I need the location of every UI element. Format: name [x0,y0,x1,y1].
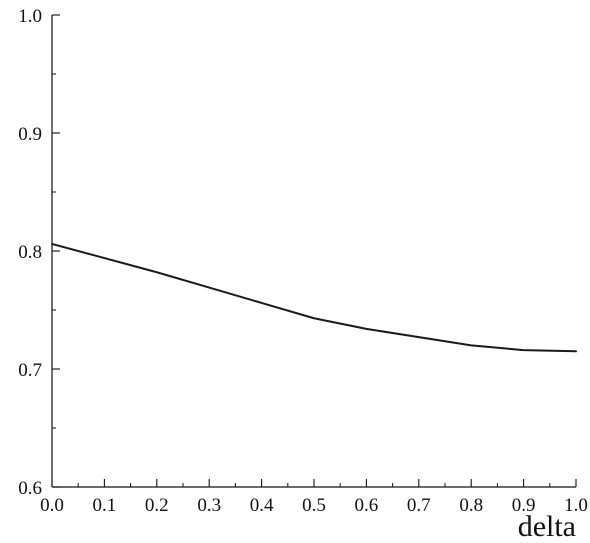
x-tick-label: 0.2 [145,495,169,516]
series-layer [51,242,577,353]
x-tick-label: 0.0 [40,495,64,516]
y-tick-label: 1.0 [18,6,42,27]
tick-labels: 0.0 0.1 0.2 0.3 0.4 0.5 0.6 0.7 0.8 0.9 1.0 0.6 0.7 0… [18,6,588,516]
x-axis-label: delta [518,510,576,543]
series-line [51,242,577,353]
x-tick-label: 0.1 [93,495,117,516]
axes [51,15,576,488]
x-tick-label: 0.6 [355,495,379,516]
x-tick-label: 0.8 [459,495,483,516]
ticks [51,14,577,488]
y-tick-label: 0.6 [18,478,42,499]
x-tick-label: 0.5 [302,495,326,516]
y-tick-label: 0.9 [18,124,42,145]
y-tick-label: 0.7 [18,360,42,381]
x-tick-label: 0.4 [250,495,274,516]
x-tick-label: 0.7 [407,495,431,516]
x-tick-label: 0.9 [512,495,536,516]
y-tick-label: 0.8 [18,242,42,263]
x-tick-label: 1.0 [564,495,588,516]
x-tick-label: 0.3 [197,495,221,516]
